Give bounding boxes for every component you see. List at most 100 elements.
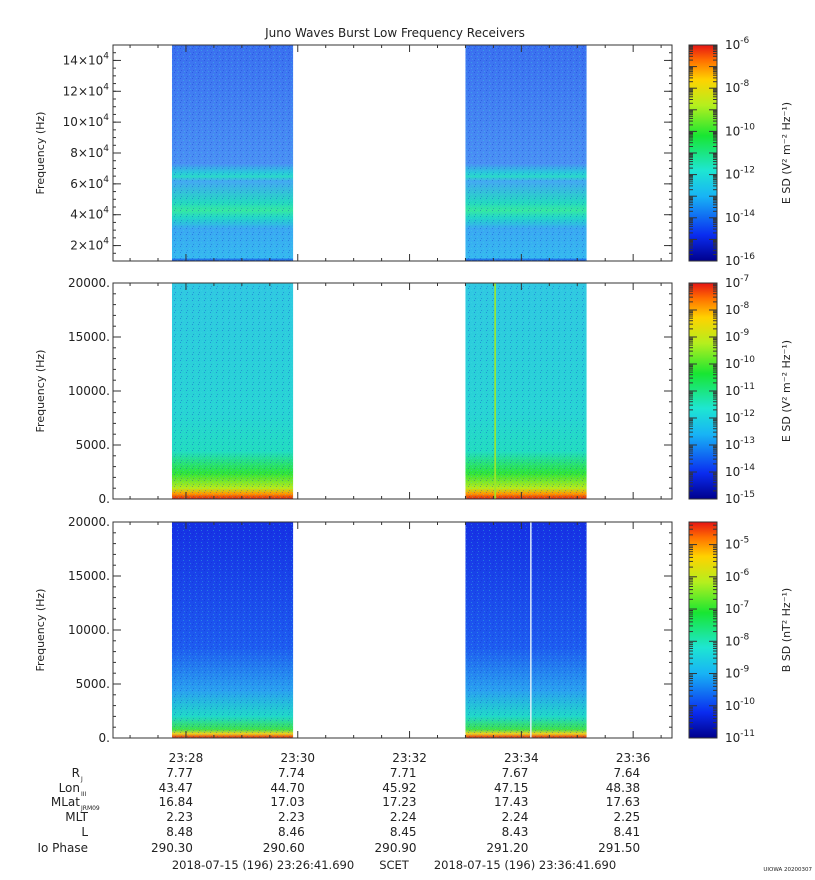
ephemeris-value: 8.48: [166, 825, 193, 839]
panel-1: 2×104 4×104 6×104 8×104 10×104 12×104 14×104 Fr…: [34, 36, 793, 268]
y-tick-label: 5000.: [76, 438, 110, 452]
ephemeris-value: 17.63: [606, 795, 640, 809]
ephemeris-row-label: MLT: [65, 810, 88, 824]
x-tick-label: 23:30: [280, 751, 315, 765]
colorbar-tick-label: 10-12: [725, 166, 755, 182]
y-tick-label: 15000.: [68, 569, 110, 583]
ephemeris-value: 8.45: [390, 825, 417, 839]
x-tick-label: 23:36: [616, 751, 651, 765]
ephemeris-value: 7.67: [502, 766, 529, 780]
ephemeris-value: 2.24: [502, 810, 529, 824]
y-tick-label: 4×104: [70, 206, 109, 222]
colorbar-tick-label: 10-5: [725, 536, 749, 552]
y-tick-label: 6×104: [70, 175, 109, 191]
spectrogram-texture: [171, 283, 294, 499]
y-axis-label: Frequency (Hz): [34, 112, 47, 195]
y-tick-label: 8×104: [70, 144, 109, 160]
y-tick-label: 5000.: [76, 677, 110, 691]
spectrogram-texture: [465, 45, 587, 261]
ephemeris-row-subscript: III: [81, 791, 87, 798]
y-tick-label: 15000.: [68, 330, 110, 344]
colorbar-tick-label: 10-11: [725, 729, 755, 745]
footer-start-time: 2018-07-15 (196) 23:26:41.690: [172, 858, 354, 872]
ephemeris-value: 44.70: [270, 781, 304, 795]
ephemeris-value: 2.23: [278, 810, 305, 824]
y-tick-label: 12×104: [63, 82, 110, 98]
colorbar-tick-label: 10-16: [725, 252, 755, 268]
spectrogram-texture: [465, 522, 587, 738]
colorbar-label: E SD (V² m⁻² Hz⁻¹): [780, 340, 793, 442]
time-axis: 23:28 23:30 23:32 23:34 23:36: [169, 751, 651, 765]
ephemeris-value: 7.77: [166, 766, 193, 780]
ephemeris-value: 48.38: [606, 781, 640, 795]
ephemeris-value: 291.50: [598, 841, 640, 855]
colorbar-tick-label: 10-8: [725, 301, 750, 317]
spectrogram-texture: [465, 283, 587, 499]
footer-scet-label: SCET: [379, 858, 410, 872]
colorbar-tick-label: 10-6: [725, 568, 750, 584]
ephemeris-value: 16.84: [159, 795, 193, 809]
ephemeris-value: 8.43: [502, 825, 529, 839]
colorbar-tick-label: 10-11: [725, 382, 755, 398]
y-tick-label: 10×104: [63, 113, 110, 129]
ephemeris-table: R J 7.77 7.74 7.71 7.67 7.64 Lon III 43.47 44.70 45…: [37, 766, 640, 855]
panels: 2×104 4×104 6×104 8×104 10×104 12×104 14×104 Fr…: [34, 36, 793, 745]
y-tick-label: 0.: [99, 492, 110, 506]
x-tick-label: 23:34: [504, 751, 539, 765]
footer-stamp: UIOWA 20200307: [763, 867, 812, 873]
colorbar-tick-label: 10-7: [725, 274, 749, 290]
ephemeris-value: 17.23: [382, 795, 416, 809]
ephemeris-value: 2.24: [390, 810, 417, 824]
y-tick-label: 0.: [99, 731, 110, 745]
panel-2: 20000. 15000. 10000. 5000. 0. Frequency (Hz) 1…: [34, 274, 793, 506]
footer-end-time: 2018-07-15 (196) 23:36:41.690: [434, 858, 616, 872]
colorbar-label: E SD (V² m⁻² Hz⁻¹): [780, 102, 793, 204]
ephemeris-row-label: Io Phase: [37, 841, 88, 855]
ephemeris-row-subscript: JRM09: [80, 805, 100, 812]
ephemeris-row-subscript: J: [80, 776, 83, 783]
ephemeris-value: 17.43: [494, 795, 528, 809]
colorbar: [688, 521, 718, 739]
colorbar-tick-label: 10-14: [725, 209, 755, 225]
ephemeris-value: 8.41: [613, 825, 640, 839]
colorbar-tick-label: 10-10: [725, 697, 755, 713]
y-tick-label: 20000.: [68, 276, 110, 290]
colorbar-label: B SD (nT² Hz⁻¹): [780, 588, 793, 672]
ephemeris-value: 7.64: [613, 766, 640, 780]
x-tick-label: 23:28: [169, 751, 204, 765]
colorbar-tick-label: 10-6: [725, 36, 750, 52]
ephemeris-value: 290.30: [151, 841, 193, 855]
ephemeris-value: 290.60: [263, 841, 305, 855]
ephemeris-value: 290.90: [375, 841, 417, 855]
y-axis-label: Frequency (Hz): [34, 350, 47, 433]
ephemeris-value: 17.03: [270, 795, 304, 809]
ephemeris-row-label: MLat: [51, 795, 80, 809]
x-tick-label: 23:32: [392, 751, 427, 765]
colorbar-tick-label: 10-8: [725, 79, 750, 95]
ephemeris-value: 43.47: [159, 781, 193, 795]
ephemeris-value: 291.20: [486, 841, 528, 855]
ephemeris-value: 7.71: [390, 766, 417, 780]
ephemeris-value: 2.25: [613, 810, 640, 824]
colorbar-tick-label: 10-10: [725, 355, 755, 371]
y-tick-label: 10000.: [68, 384, 110, 398]
colorbar-tick-label: 10-9: [725, 665, 750, 681]
panel-3: 20000. 15000. 10000. 5000. 0. Frequency (Hz) 1…: [34, 515, 793, 745]
y-axis-label: Frequency (Hz): [34, 589, 47, 672]
spectrogram-texture: [171, 45, 294, 261]
y-tick-label: 2×104: [70, 237, 109, 253]
chart-title: Juno Waves Burst Low Frequency Receivers: [264, 26, 525, 40]
colorbar-tick-label: 10-9: [725, 328, 750, 344]
ephemeris-row-label: R: [72, 766, 80, 780]
colorbar-tick-label: 10-7: [725, 600, 749, 616]
colorbar-tick-label: 10-10: [725, 122, 755, 138]
colorbar-tick-label: 10-8: [725, 632, 750, 648]
y-tick-label: 14×104: [63, 51, 110, 67]
colorbar-tick-label: 10-12: [725, 409, 755, 425]
ephemeris-value: 2.23: [166, 810, 193, 824]
ephemeris-row-label: L: [81, 825, 88, 839]
spectrogram-texture: [171, 522, 294, 738]
ephemeris-value: 45.92: [382, 781, 416, 795]
colorbar-tick-label: 10-15: [725, 490, 755, 506]
ephemeris-value: 7.74: [278, 766, 305, 780]
